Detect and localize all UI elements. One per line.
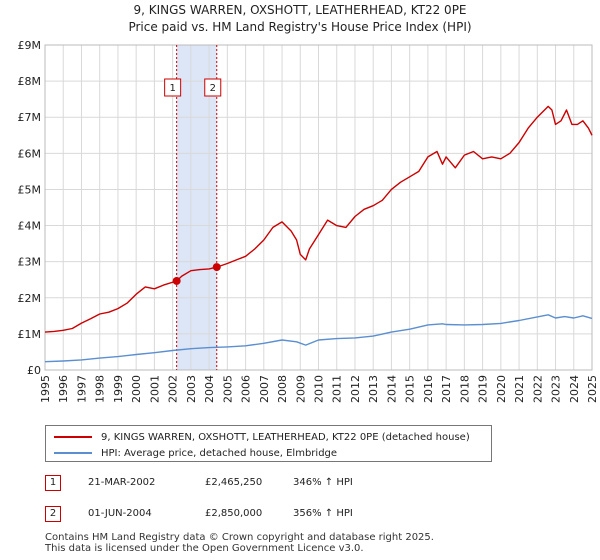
x-tick-label: 2022 bbox=[531, 375, 544, 403]
sale-hpi-change: 356% ↑ HPI bbox=[293, 508, 353, 519]
x-tick-label: 2002 bbox=[167, 375, 180, 403]
sale-price: £2,850,000 bbox=[205, 508, 263, 519]
x-tick-label: 2008 bbox=[276, 375, 289, 403]
x-tick-label: 2015 bbox=[404, 375, 417, 403]
footer-line-1: Contains HM Land Registry data © Crown c… bbox=[45, 532, 434, 543]
x-tick-label: 1995 bbox=[39, 375, 52, 403]
x-tick-label: 2016 bbox=[422, 375, 435, 403]
x-tick-label: 2012 bbox=[349, 375, 362, 403]
y-tick-label: £1M bbox=[18, 328, 42, 341]
chart-title: 9, KINGS WARREN, OXSHOTT, LEATHERHEAD, K… bbox=[133, 3, 467, 17]
sale-date: 01-JUN-2004 bbox=[88, 508, 152, 519]
x-tick-label: 2025 bbox=[586, 375, 599, 403]
x-tick-label: 2009 bbox=[294, 375, 307, 403]
x-tick-label: 2001 bbox=[148, 375, 161, 403]
x-tick-label: 2021 bbox=[513, 375, 526, 403]
x-tick-label: 2000 bbox=[130, 375, 143, 403]
x-tick-label: 2005 bbox=[221, 375, 234, 403]
sale-marker-box bbox=[204, 78, 222, 97]
x-tick-label: 2003 bbox=[185, 375, 198, 403]
y-tick-label: £5M bbox=[18, 183, 42, 196]
hpi-line bbox=[44, 314, 593, 363]
sale-marker-label: 2 bbox=[210, 83, 216, 94]
x-tick-label: 2014 bbox=[385, 375, 398, 403]
property-price-line bbox=[44, 105, 593, 333]
sale-number-badge: 1 bbox=[45, 475, 61, 491]
y-tick-label: £6M bbox=[18, 147, 42, 160]
legend-label-property: 9, KINGS WARREN, OXSHOTT, LEATHERHEAD, K… bbox=[101, 431, 470, 443]
y-tick-label: £8M bbox=[18, 75, 42, 88]
y-tick-label: £2M bbox=[18, 292, 42, 305]
footer-line-2: This data is licensed under the Open Gov… bbox=[45, 543, 364, 554]
x-tick-label: 1996 bbox=[57, 375, 70, 403]
sale-marker-badge: 1 bbox=[164, 78, 182, 97]
x-tick-label: 2018 bbox=[458, 375, 471, 403]
y-tick-label: £4M bbox=[18, 220, 42, 233]
x-tick-label: 2019 bbox=[477, 375, 490, 403]
chart-legend: 9, KINGS WARREN, OXSHOTT, LEATHERHEAD, K… bbox=[45, 425, 492, 462]
sale-price: £2,465,250 bbox=[205, 477, 263, 488]
legend-swatch-hpi bbox=[54, 452, 92, 454]
x-tick-label: 2004 bbox=[203, 375, 216, 403]
attribution-footer: Contains HM Land Registry data © Crown c… bbox=[45, 532, 434, 554]
legend-swatch-property bbox=[54, 436, 92, 438]
x-tick-label: 2017 bbox=[440, 375, 453, 403]
x-tick-label: 1997 bbox=[75, 375, 88, 403]
x-tick-label: 2020 bbox=[495, 375, 508, 403]
x-tick-label: 2024 bbox=[568, 375, 581, 403]
y-tick-label: £9M bbox=[18, 39, 42, 52]
sale-date: 21-MAR-2002 bbox=[88, 477, 156, 488]
price-chart: £0 £1M £2M £3M £4M £5M £6M £7M £8M £9M 1995 1996 199… bbox=[18, 39, 600, 403]
sale-period-band bbox=[176, 45, 217, 370]
y-tick-label: £7M bbox=[18, 111, 42, 124]
x-tick-label: 2010 bbox=[313, 375, 326, 403]
legend-label-hpi: HPI: Average price, detached house, Elmb… bbox=[101, 447, 338, 459]
legend-item-hpi: HPI: Average price, detached house, Elmb… bbox=[54, 445, 337, 461]
sale-hpi-change: 346% ↑ HPI bbox=[293, 477, 353, 488]
x-tick-label: 1998 bbox=[94, 375, 107, 403]
x-tick-label: 2006 bbox=[240, 375, 253, 403]
sale-marker-box bbox=[164, 78, 182, 97]
sale-point bbox=[172, 276, 181, 285]
sale-marker-badge: 2 bbox=[204, 78, 222, 97]
x-tick-label: 2007 bbox=[258, 375, 271, 403]
y-tick-label: £0 bbox=[27, 364, 41, 377]
x-tick-label: 2013 bbox=[367, 375, 380, 403]
legend-item-property: 9, KINGS WARREN, OXSHOTT, LEATHERHEAD, K… bbox=[54, 429, 470, 445]
sale-point bbox=[212, 263, 221, 272]
plot-area-border bbox=[44, 44, 593, 371]
sale-number-badge: 2 bbox=[45, 506, 61, 522]
x-tick-label: 1999 bbox=[112, 375, 125, 403]
sale-marker-label: 1 bbox=[169, 83, 175, 94]
x-tick-label: 2023 bbox=[550, 375, 563, 403]
y-tick-label: £3M bbox=[18, 256, 42, 269]
chart-subtitle: Price paid vs. HM Land Registry's House … bbox=[128, 20, 472, 34]
x-tick-label: 2011 bbox=[331, 375, 344, 403]
